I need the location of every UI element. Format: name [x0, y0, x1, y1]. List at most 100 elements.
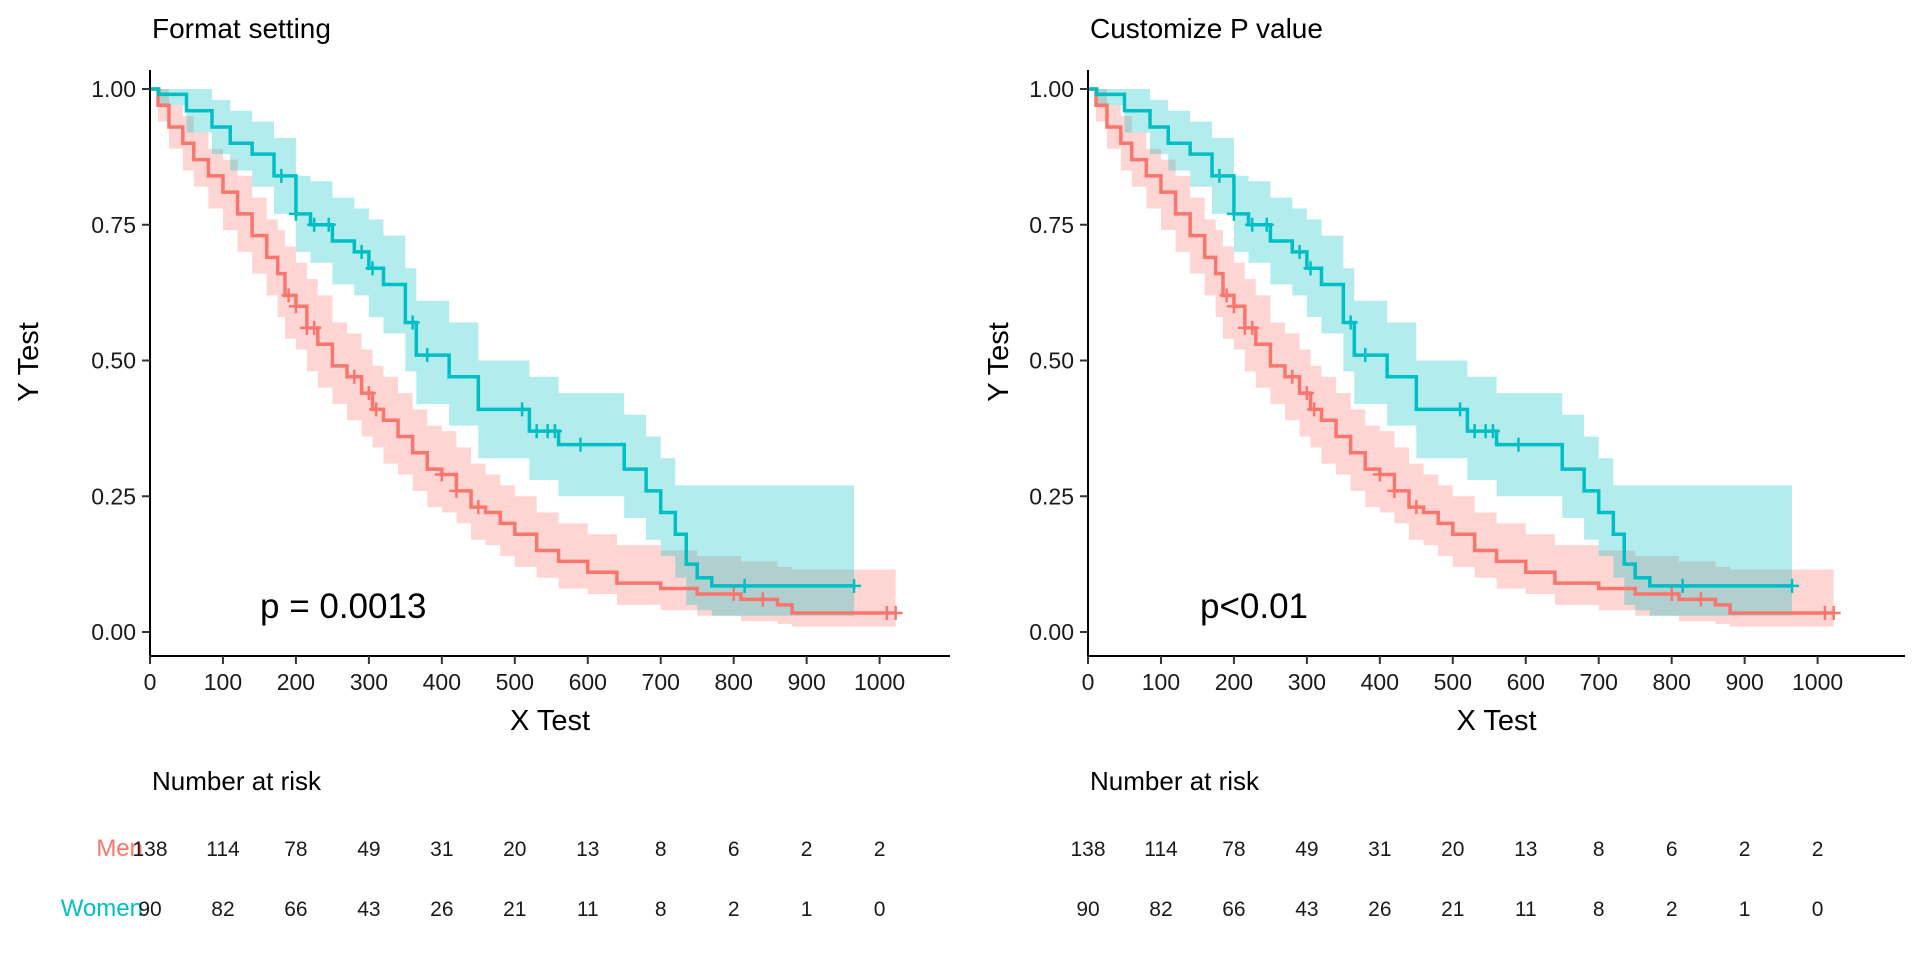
censor-mark-women: [307, 217, 322, 232]
risk-value: 138: [132, 838, 167, 861]
censor-mark-women: [1212, 168, 1227, 183]
censor-mark-women: [1303, 261, 1318, 276]
censor-mark-men: [1409, 500, 1424, 515]
censor-mark-men: [471, 500, 486, 515]
survival-curve-men: [1088, 87, 1834, 615]
censor-mark-women: [737, 578, 752, 593]
risk-value: 0: [1812, 898, 1824, 921]
x-axis-title: X Test: [510, 705, 590, 737]
risk-value: 90: [138, 898, 161, 921]
censor-mark-women: [321, 217, 336, 232]
ci-band-women: [1088, 89, 1793, 616]
x-tick-label: 400: [423, 669, 461, 695]
risk-value: 2: [1812, 838, 1824, 861]
risk-value: 2: [728, 898, 740, 921]
y-tick-label: 1.00: [1029, 76, 1074, 102]
risk-value: 13: [576, 838, 599, 861]
censor-mark-men: [1245, 320, 1260, 335]
survival-curve-women: [150, 87, 855, 588]
risk-value: 26: [1368, 898, 1391, 921]
risk-value: 8: [655, 838, 667, 861]
risk-value: 21: [503, 898, 526, 921]
x-tick-label: 500: [496, 669, 534, 695]
risk-value: 43: [357, 898, 380, 921]
censor-mark-women: [420, 348, 435, 363]
risk-value: 66: [1222, 898, 1245, 921]
x-tick-label: 400: [1361, 669, 1399, 695]
x-tick-label: 100: [1142, 669, 1180, 695]
y-tick-label: 0.00: [1029, 619, 1074, 645]
risk-table-title: Number at risk: [152, 766, 322, 796]
censor-mark-men: [1387, 483, 1402, 498]
censor-mark-men: [369, 402, 384, 417]
x-tick-label: 300: [350, 669, 388, 695]
risk-value: 49: [357, 838, 380, 861]
risk-value: 20: [503, 838, 526, 861]
survival-curve-women: [1088, 87, 1793, 588]
risk-value: 2: [1739, 838, 1751, 861]
censor-mark-men: [1285, 369, 1300, 384]
risk-table-title: Number at risk: [1090, 766, 1260, 796]
censor-mark-women: [1358, 348, 1373, 363]
censor-mark-men: [434, 467, 449, 482]
p-value-annotation: p<0.01: [1200, 587, 1308, 626]
censor-mark-women: [405, 315, 420, 330]
y-tick-label: 0.25: [1029, 483, 1074, 509]
x-tick-label: 0: [1082, 669, 1095, 695]
censor-mark-women: [1226, 206, 1241, 221]
x-tick-label: 0: [144, 669, 157, 695]
censor-mark-women: [288, 206, 303, 221]
risk-value: 82: [211, 898, 234, 921]
censor-mark-men: [1226, 299, 1241, 314]
censor-mark-women: [1292, 244, 1307, 259]
risk-value: 20: [1441, 838, 1464, 861]
x-tick-label: 1000: [854, 669, 905, 695]
censor-mark-men: [1372, 467, 1387, 482]
x-tick-label: 300: [1288, 669, 1326, 695]
y-tick-label: 0.00: [91, 619, 136, 645]
risk-value: 49: [1295, 838, 1318, 861]
risk-value: 2: [801, 838, 813, 861]
censor-mark-men: [281, 288, 296, 303]
risk-value: 82: [1149, 898, 1172, 921]
risk-value: 8: [655, 898, 667, 921]
censor-mark-men: [1307, 402, 1322, 417]
risk-value: 114: [206, 838, 240, 861]
risk-value: 1: [1739, 898, 1751, 921]
x-tick-label: 200: [1215, 669, 1253, 695]
censor-mark-women: [1675, 578, 1690, 593]
censor-mark-women: [1511, 437, 1526, 452]
censor-mark-women: [1259, 217, 1274, 232]
y-tick-label: 0.50: [1029, 348, 1074, 374]
x-tick-label: 900: [787, 669, 825, 695]
censor-mark-men: [361, 386, 376, 401]
risk-value: 11: [577, 898, 599, 921]
chart-title: Customize P value: [1090, 13, 1323, 44]
y-tick-label: 0.75: [1029, 212, 1074, 238]
x-tick-label: 1000: [1792, 669, 1843, 695]
censor-mark-women: [1245, 217, 1260, 232]
risk-value: 11: [1515, 898, 1537, 921]
x-tick-label: 600: [1507, 669, 1545, 695]
y-axis-title: Y Test: [983, 322, 1015, 402]
x-tick-label: 800: [714, 669, 752, 695]
risk-value: 114: [1144, 838, 1178, 861]
risk-group-label: Women: [61, 895, 143, 922]
censor-mark-women: [515, 402, 530, 417]
censor-mark-men: [288, 299, 303, 314]
y-tick-label: 0.50: [91, 348, 136, 374]
x-tick-label: 900: [1725, 669, 1763, 695]
risk-value: 26: [430, 898, 453, 921]
censor-mark-men: [1664, 586, 1679, 601]
censor-mark-women: [1785, 578, 1800, 593]
censor-mark-men: [1693, 592, 1708, 607]
risk-value: 8: [1593, 838, 1605, 861]
risk-value: 66: [284, 898, 307, 921]
risk-group-label: Men: [96, 835, 143, 862]
censor-mark-men: [755, 592, 770, 607]
x-tick-label: 500: [1434, 669, 1472, 695]
chart-title: Format setting: [152, 13, 331, 44]
